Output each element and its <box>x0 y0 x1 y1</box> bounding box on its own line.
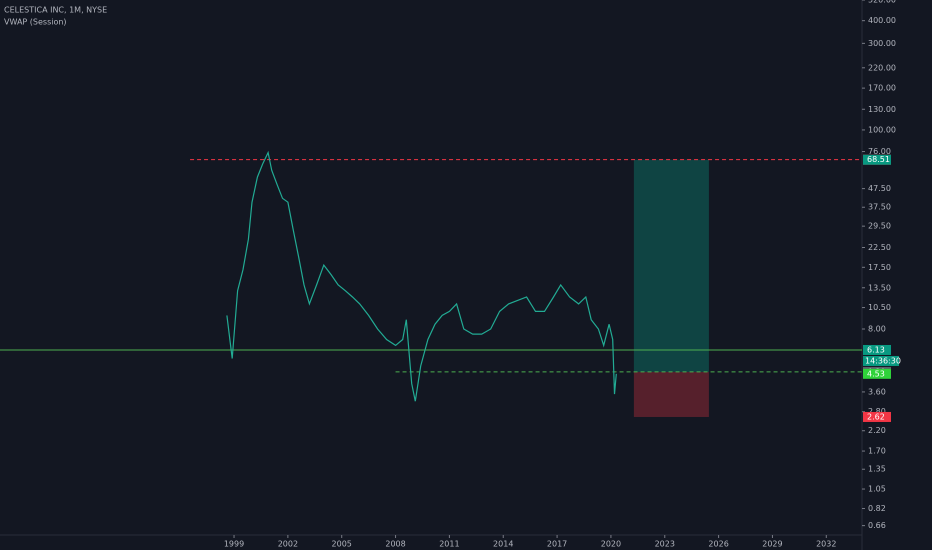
price-tag <box>863 368 891 379</box>
price-tag <box>863 411 891 422</box>
y-tick-label: 170.00 <box>868 84 896 93</box>
target-zone <box>633 159 709 372</box>
price-tag <box>863 344 891 355</box>
y-tick-label: 130.00 <box>868 105 896 114</box>
countdown-tag <box>863 355 899 366</box>
x-tick-label: 2005 <box>332 540 352 549</box>
x-tick-label: 2026 <box>708 540 728 549</box>
y-tick-label: 220.00 <box>868 63 896 72</box>
price-tag-label: 68.51 <box>867 155 890 164</box>
y-tick-label: 0.82 <box>868 504 886 513</box>
x-tick-label: 2023 <box>655 540 675 549</box>
y-tick-label: 47.50 <box>868 184 891 193</box>
y-tick-label: 0.66 <box>868 521 886 530</box>
y-tick-label: 3.60 <box>868 387 886 396</box>
y-tick-label: 10.50 <box>868 303 891 312</box>
y-tick-label: 2.20 <box>868 426 886 435</box>
x-tick-label: 2002 <box>278 540 298 549</box>
y-tick-label: 17.50 <box>868 263 891 272</box>
chart-title: CELESTICA INC, 1M, NYSE <box>4 6 107 15</box>
x-tick-label: 2032 <box>816 540 836 549</box>
x-tick-label: 2014 <box>493 540 513 549</box>
x-tick-label: 2011 <box>439 540 459 549</box>
x-tick-label: 1999 <box>224 540 244 549</box>
price-tag <box>863 154 891 165</box>
y-tick-label: 400.00 <box>868 16 896 25</box>
x-tick-label: 2020 <box>601 540 621 549</box>
price-tag-label: 2.62 <box>867 412 885 421</box>
y-tick-label: 1.05 <box>868 485 886 494</box>
y-tick-label: 13.50 <box>868 283 891 292</box>
price-tag-label: 4.53 <box>867 369 885 378</box>
y-tick-label: 76.00 <box>868 147 891 156</box>
y-tick-label: 29.50 <box>868 222 891 231</box>
x-tick-label: 2029 <box>762 540 782 549</box>
countdown-label: 14:36:30 <box>865 356 901 365</box>
y-tick-label: 1.70 <box>868 447 886 456</box>
y-tick-label: 520.00 <box>868 0 896 5</box>
price-tag-label: 6.13 <box>867 345 885 354</box>
y-tick-label: 100.00 <box>868 125 896 134</box>
x-tick-label: 2017 <box>547 540 567 549</box>
y-tick-label: 8.00 <box>868 324 886 333</box>
indicator-label: VWAP (Session) <box>4 18 67 27</box>
price-line-series <box>226 150 617 402</box>
y-tick-label: 300.00 <box>868 39 896 48</box>
y-tick-label: 1.35 <box>868 465 886 474</box>
y-tick-label: 2.80 <box>868 407 886 416</box>
y-tick-label: 22.50 <box>868 243 891 252</box>
stop-zone <box>633 371 709 417</box>
y-tick-label: 37.50 <box>868 203 891 212</box>
x-tick-label: 2008 <box>385 540 405 549</box>
